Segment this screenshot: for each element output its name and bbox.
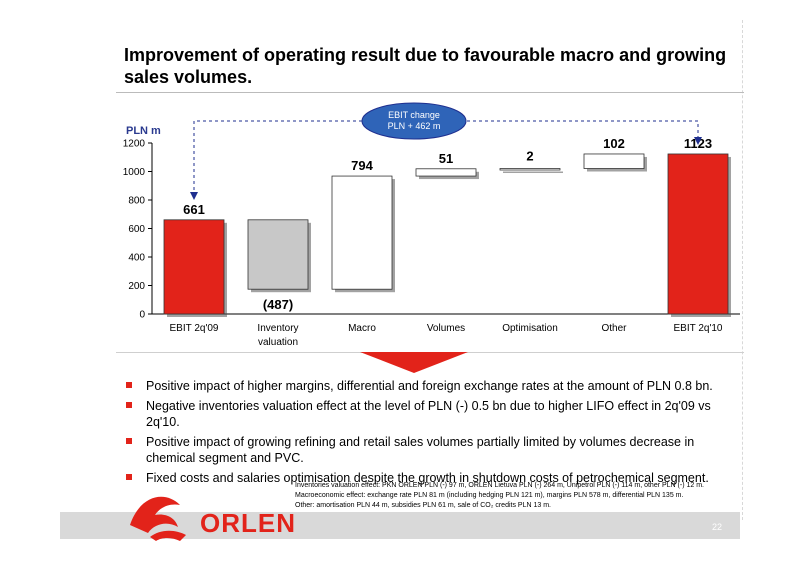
x-tick-label: Volumes bbox=[427, 323, 465, 334]
page-title: Improvement of operating result due to f… bbox=[124, 45, 727, 87]
callout-text: EBIT change bbox=[388, 110, 440, 120]
orlen-eagle-logo-icon bbox=[130, 496, 186, 541]
callout-bubble bbox=[361, 102, 467, 140]
y-tick-label: 200 bbox=[128, 281, 145, 292]
footnote-line: Other: amortisation PLN 44 m, subsidies … bbox=[295, 502, 551, 509]
x-tick-label: valuation bbox=[258, 337, 298, 348]
bar bbox=[499, 168, 561, 171]
down-arrow-icon bbox=[694, 137, 702, 145]
bar-value-label: (487) bbox=[263, 297, 293, 312]
bar bbox=[331, 175, 393, 290]
unit-label: PLN m bbox=[126, 125, 161, 137]
bullet-square-icon bbox=[126, 402, 132, 408]
bar-shadow bbox=[503, 171, 563, 174]
x-tick-label: Optimisation bbox=[502, 323, 558, 334]
bullet-item: Negative inventories valuation effect at… bbox=[124, 398, 724, 430]
footnote-line: Inventories valuation effect: PKN ORLEN … bbox=[295, 482, 705, 489]
bar-value-label: 661 bbox=[183, 202, 205, 217]
logo-text: ORLEN bbox=[200, 508, 296, 538]
page-margin-line bbox=[742, 20, 744, 520]
callout-text: PLN + 462 m bbox=[388, 121, 441, 131]
x-tick-label: Other bbox=[601, 323, 627, 334]
footnote-line: Macroeconomic effect: exchange rate PLN … bbox=[295, 492, 684, 499]
bullet-square-icon bbox=[126, 382, 132, 388]
bar-value-label: 794 bbox=[351, 158, 373, 173]
y-tick-label: 0 bbox=[139, 310, 145, 321]
bar bbox=[415, 168, 477, 177]
bar bbox=[583, 153, 645, 169]
section-arrow-icon bbox=[360, 352, 468, 373]
title-divider bbox=[116, 92, 744, 93]
y-tick-label: 1000 bbox=[123, 167, 146, 178]
bullet-item: Positive impact of higher margins, diffe… bbox=[124, 378, 724, 394]
x-tick-label: Inventory bbox=[257, 323, 298, 334]
bar-value-label: 102 bbox=[603, 136, 625, 151]
down-arrow-icon bbox=[190, 192, 198, 200]
bullet-square-icon bbox=[126, 474, 132, 480]
page-number: 22 bbox=[712, 522, 723, 532]
y-tick-label: 1200 bbox=[123, 139, 146, 150]
bar bbox=[163, 219, 225, 315]
y-tick-label: 400 bbox=[128, 253, 145, 264]
bullet-item: Positive impact of growing refining and … bbox=[124, 434, 724, 466]
bar bbox=[667, 153, 729, 315]
y-tick-label: 800 bbox=[128, 196, 145, 207]
bar-value-label: 2 bbox=[526, 149, 533, 164]
x-tick-label: EBIT 2q'10 bbox=[674, 323, 723, 334]
x-tick-label: EBIT 2q'09 bbox=[170, 323, 219, 334]
bar bbox=[247, 219, 309, 290]
bullet-list: Positive impact of higher margins, diffe… bbox=[124, 378, 724, 490]
bullet-square-icon bbox=[126, 438, 132, 444]
x-tick-label: Macro bbox=[348, 323, 376, 334]
bar-value-label: 51 bbox=[439, 151, 453, 166]
footnotes: Inventories valuation effect: PKN ORLEN … bbox=[295, 481, 745, 511]
y-tick-label: 600 bbox=[128, 224, 145, 235]
waterfall-chart: 0 200 400 600 800 1000 1200 PLN m 661 (487) 794 51 2… bbox=[116, 102, 744, 373]
bullet-item: Fixed costs and salaries optimisation de… bbox=[124, 470, 724, 486]
